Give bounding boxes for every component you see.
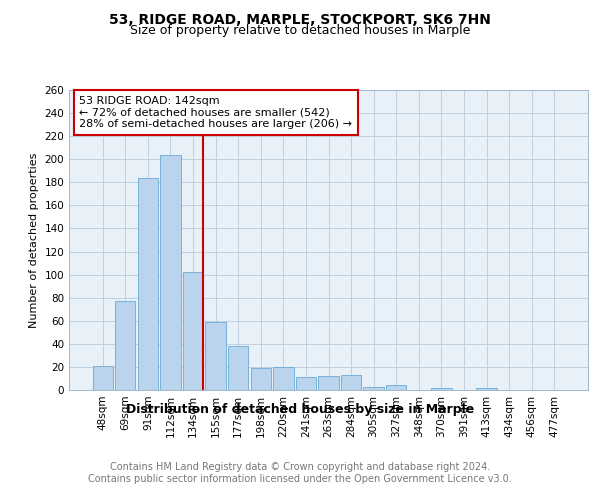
Bar [386,386,406,390]
Y-axis label: Number of detached properties: Number of detached properties [29,152,39,328]
Bar [160,154,181,390]
Bar [183,272,203,390]
Text: 53 RIDGE ROAD: 142sqm
← 72% of detached houses are smaller (542)
28% of semi-det: 53 RIDGE ROAD: 142sqm ← 72% of detached … [79,96,352,129]
Bar [205,322,226,390]
Bar [341,375,361,390]
Text: 53, RIDGE ROAD, MARPLE, STOCKPORT, SK6 7HN: 53, RIDGE ROAD, MARPLE, STOCKPORT, SK6 7… [109,12,491,26]
Bar [431,388,452,390]
Bar [92,366,113,390]
Bar [319,376,338,390]
Bar [228,346,248,390]
Bar [296,378,316,390]
Text: Distribution of detached houses by size in Marple: Distribution of detached houses by size … [126,402,474,415]
Text: Contains HM Land Registry data © Crown copyright and database right 2024.
Contai: Contains HM Land Registry data © Crown c… [88,462,512,484]
Bar [251,368,271,390]
Bar [364,386,384,390]
Text: Size of property relative to detached houses in Marple: Size of property relative to detached ho… [130,24,470,37]
Bar [273,367,293,390]
Bar [115,301,136,390]
Bar [138,178,158,390]
Bar [476,388,497,390]
